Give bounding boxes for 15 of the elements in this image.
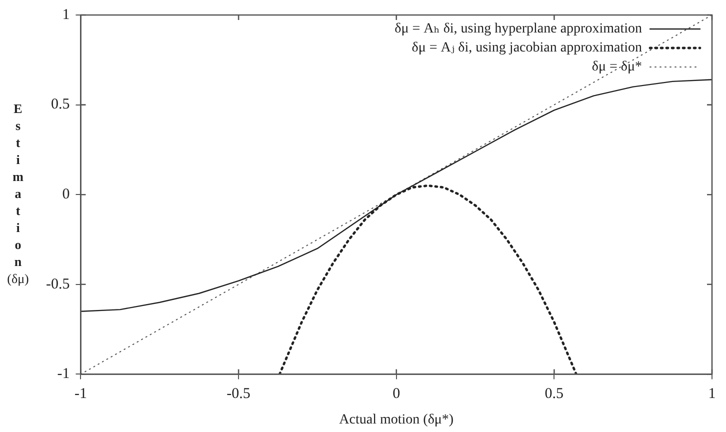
x-axis-title: Actual motion (δμ*): [339, 412, 454, 428]
x-tick-label: -0.5: [226, 386, 250, 402]
x-tick-label: 1: [708, 386, 716, 402]
legend-label: δμ = Aₕ δi, using hyperplane approximation: [394, 22, 642, 37]
x-tick-label: 0: [392, 386, 400, 402]
x-tick-label: -1: [74, 386, 87, 402]
y-tick-label: -0.5: [46, 276, 70, 292]
text: Estimation (δμ): [7, 100, 29, 286]
legend-label: δμ = Aⱼ δi, using jacobian approximation: [412, 40, 642, 56]
y-tick-label: 0.5: [50, 96, 70, 113]
y-tick-label: 0: [62, 186, 70, 203]
legend-label: δμ = δμ*: [592, 60, 642, 75]
y-tick-label: -1: [57, 366, 70, 382]
y-tick-label: 1: [62, 6, 70, 23]
x-tick-label: 0.5: [544, 386, 564, 402]
